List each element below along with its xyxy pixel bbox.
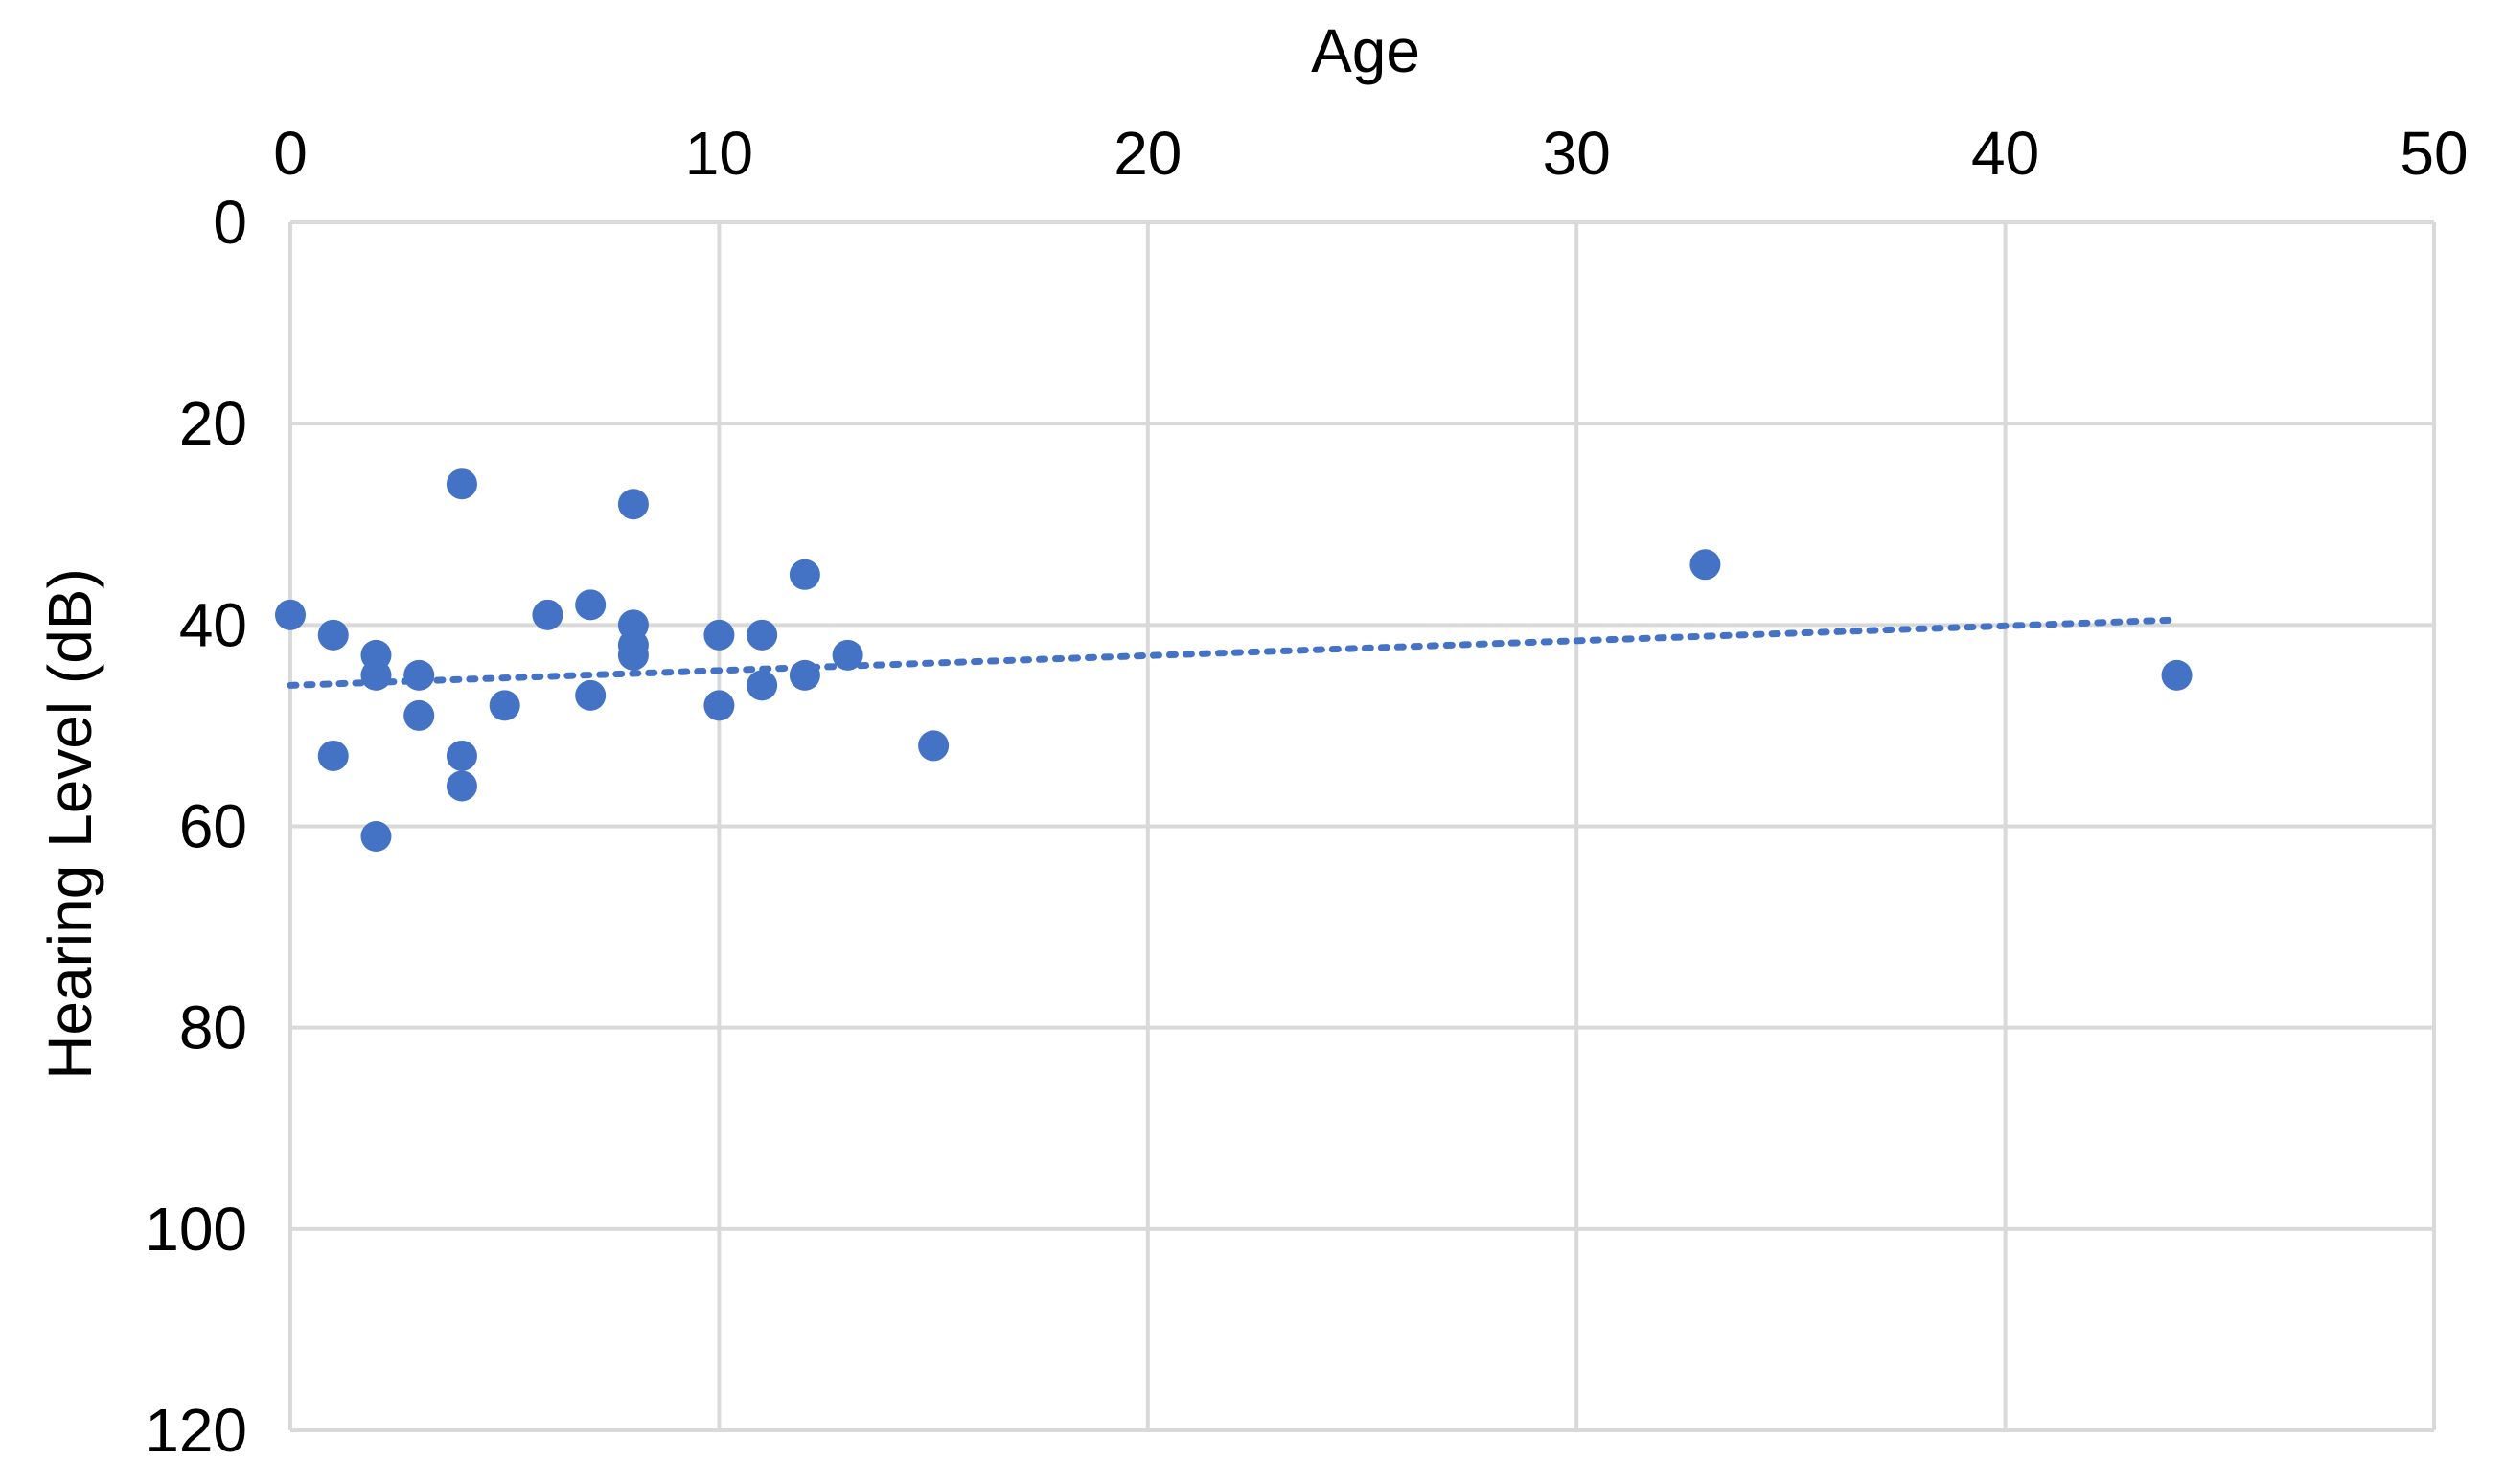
trendline-layer bbox=[287, 616, 2181, 689]
x-tick-label: 30 bbox=[1543, 119, 1611, 188]
data-point bbox=[275, 599, 306, 630]
x-tick-label: 0 bbox=[273, 119, 308, 188]
y-tick-label: 100 bbox=[145, 1195, 247, 1264]
x-tick-label: 20 bbox=[1114, 119, 1182, 188]
x-tick-label: 50 bbox=[2400, 119, 2468, 188]
data-point bbox=[489, 690, 520, 721]
x-tick-label: 10 bbox=[685, 119, 753, 188]
data-point bbox=[789, 659, 820, 691]
data-point bbox=[317, 740, 349, 771]
y-tick-labels: 0 20 40 60 80 100 120 bbox=[145, 188, 247, 1465]
data-point bbox=[403, 659, 435, 691]
x-tick-label: 40 bbox=[1971, 119, 2039, 188]
data-point bbox=[446, 770, 477, 802]
data-point bbox=[2161, 659, 2193, 691]
data-point bbox=[617, 489, 649, 520]
grid bbox=[288, 220, 2436, 1432]
data-point bbox=[747, 670, 778, 701]
data-point bbox=[703, 619, 735, 651]
data-point bbox=[575, 679, 607, 711]
data-point bbox=[360, 659, 392, 691]
data-point bbox=[703, 690, 735, 721]
data-point bbox=[403, 699, 435, 731]
y-axis-title: Hearing Level (dB) bbox=[35, 568, 104, 1080]
data-point bbox=[1689, 549, 1721, 581]
data-point bbox=[832, 639, 863, 671]
data-point bbox=[747, 619, 778, 651]
data-point bbox=[532, 599, 563, 630]
data-point bbox=[575, 589, 607, 621]
trendline bbox=[287, 616, 2181, 689]
y-tick-label: 40 bbox=[179, 590, 247, 659]
y-tick-label: 0 bbox=[213, 188, 247, 257]
data-point bbox=[360, 821, 392, 853]
data-point bbox=[918, 730, 950, 762]
y-tick-label: 60 bbox=[179, 792, 247, 861]
data-point bbox=[317, 619, 349, 651]
x-axis-title: Age bbox=[1311, 16, 1420, 85]
y-tick-label: 120 bbox=[145, 1396, 247, 1465]
data-points bbox=[275, 468, 2193, 853]
data-point bbox=[617, 639, 649, 671]
y-tick-label: 80 bbox=[179, 993, 247, 1062]
data-point bbox=[446, 468, 477, 500]
data-point bbox=[789, 559, 820, 590]
data-point bbox=[446, 740, 477, 771]
x-tick-labels: 0 10 20 30 40 50 bbox=[273, 119, 2468, 188]
y-tick-label: 20 bbox=[179, 389, 247, 458]
